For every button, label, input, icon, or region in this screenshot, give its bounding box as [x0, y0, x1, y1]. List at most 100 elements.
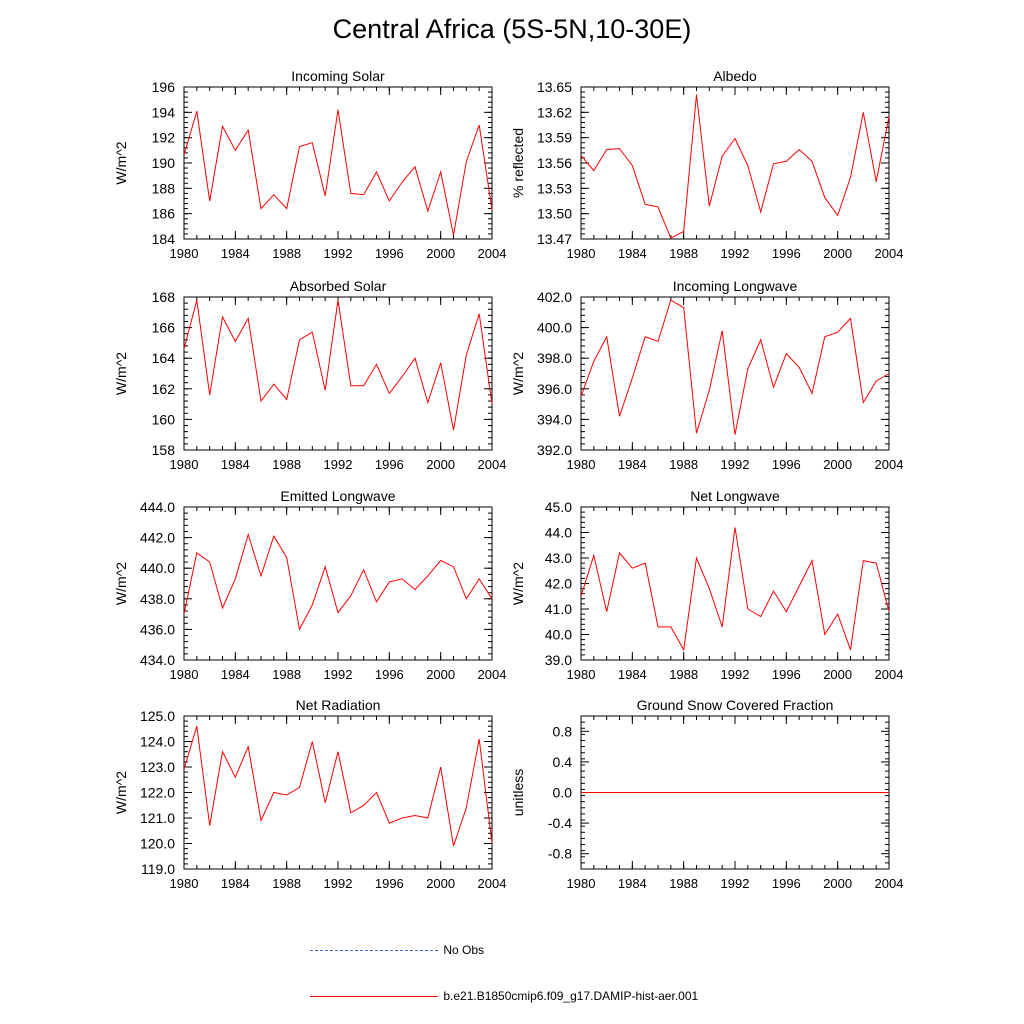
series-line: [580, 94, 890, 239]
y-axis-label: W/m^2: [113, 352, 129, 395]
y-tick-label: 184: [152, 231, 176, 247]
x-tick-label: 1992: [324, 876, 353, 891]
series-line: [183, 532, 493, 631]
y-tick-label: 42.0: [545, 576, 572, 592]
chart-panel: Net Longwave W/m^2 1980 1984 1988 1992 1996 200…: [510, 488, 903, 682]
chart-panel: Absorbed Solar W/m^2 1980 1984 1988 1992 1996 2…: [113, 278, 506, 472]
x-tick-label: 1980: [170, 667, 199, 682]
x-tick-label: 1988: [272, 457, 301, 472]
y-tick-label: 442.0: [140, 530, 175, 546]
y-tick-label: 392.0: [537, 442, 572, 458]
y-tick-label: 396.0: [537, 381, 572, 397]
x-tick-label: 2000: [823, 457, 852, 472]
x-tick-label: 1996: [375, 457, 404, 472]
series-line: [580, 527, 890, 652]
x-tick-label: 1980: [567, 876, 596, 891]
x-tick-label: 1984: [618, 876, 647, 891]
x-tick-label: 1984: [221, 876, 250, 891]
y-tick-label: 13.59: [537, 130, 572, 146]
x-tick-label: 2000: [426, 457, 455, 472]
legend-label-no-obs: No Obs: [443, 943, 485, 957]
y-tick-label: 13.65: [537, 79, 572, 95]
x-tick-label: 1984: [618, 457, 647, 472]
y-axis-label: W/m^2: [113, 562, 129, 605]
y-tick-label: -0.4: [548, 815, 572, 831]
y-tick-label: 440.0: [140, 560, 175, 576]
x-tick-label: 2000: [426, 876, 455, 891]
chart-panel: Albedo % reflected 1980 1984 1988 1992 1996 200…: [510, 68, 903, 261]
x-tick-label: 2004: [478, 667, 507, 682]
x-tick-label: 2004: [875, 246, 904, 261]
y-tick-label: 196: [152, 79, 176, 95]
y-axis-label: W/m^2: [510, 562, 526, 605]
plot-frame: [183, 506, 493, 661]
x-tick-label: 1984: [618, 667, 647, 682]
chart-panel: Emitted Longwave W/m^2 1980 1984 1988 1992 199…: [113, 488, 506, 682]
y-tick-label: 120.0: [140, 836, 175, 852]
plot-frame: [580, 86, 890, 240]
y-tick-label: 444.0: [140, 499, 175, 515]
y-tick-label: 119.0: [141, 861, 175, 877]
x-tick-label: 1996: [772, 667, 801, 682]
panel-title: Albedo: [713, 68, 757, 84]
x-tick-label: 1992: [324, 457, 353, 472]
x-tick-label: 1980: [170, 457, 199, 472]
y-tick-label: 434.0: [140, 652, 175, 668]
y-axis-label: % reflected: [510, 128, 526, 198]
y-tick-label: 121.0: [140, 810, 175, 826]
legend-item-model: b.e21.B1850cmip6.f09_g17.DAMIP-hist-aer.…: [310, 989, 698, 1003]
y-tick-label: 188: [152, 180, 176, 196]
y-tick-label: 162: [152, 381, 176, 397]
x-tick-label: 1984: [221, 667, 250, 682]
y-tick-label: 438.0: [140, 591, 175, 607]
x-tick-label: 1988: [272, 667, 301, 682]
y-tick-label: 186: [152, 206, 176, 222]
panel-title: Emitted Longwave: [280, 488, 395, 504]
y-axis-label: W/m^2: [510, 352, 526, 395]
legend-label-model: b.e21.B1850cmip6.f09_g17.DAMIP-hist-aer.…: [443, 989, 699, 1003]
legend-swatch-dashed: [310, 950, 438, 952]
x-tick-label: 2004: [875, 876, 904, 891]
panel-title: Incoming Longwave: [673, 278, 798, 294]
x-tick-label: 1992: [721, 667, 750, 682]
panel-title: Incoming Solar: [291, 68, 385, 84]
x-tick-label: 1988: [272, 876, 301, 891]
y-tick-label: 13.62: [537, 104, 572, 120]
x-tick-label: 1996: [772, 876, 801, 891]
x-tick-label: 1988: [669, 667, 698, 682]
y-tick-label: 45.0: [545, 499, 572, 515]
x-tick-label: 2000: [823, 667, 852, 682]
y-tick-label: 124.0: [140, 734, 175, 750]
y-tick-label: 0.0: [553, 785, 573, 801]
x-tick-label: 2004: [478, 457, 507, 472]
y-tick-label: 44.0: [545, 525, 572, 541]
x-tick-label: 2004: [875, 667, 904, 682]
x-tick-label: 2000: [426, 246, 455, 261]
x-tick-label: 2000: [823, 876, 852, 891]
y-axis-label: unitless: [510, 769, 526, 816]
plot-frame: [183, 296, 493, 451]
panel-title: Net Longwave: [690, 488, 780, 504]
figure-title: Central Africa (5S-5N,10-30E): [332, 14, 692, 44]
x-tick-label: 1984: [221, 246, 250, 261]
y-tick-label: 41.0: [545, 601, 572, 617]
x-tick-label: 1980: [567, 246, 596, 261]
y-tick-label: 40.0: [545, 627, 572, 643]
legend-swatch-solid: [310, 996, 438, 998]
y-tick-label: 123.0: [140, 759, 175, 775]
y-axis-label: W/m^2: [113, 141, 129, 184]
series-line: [580, 299, 890, 435]
x-tick-label: 1992: [324, 667, 353, 682]
y-tick-label: 194: [152, 104, 176, 120]
y-tick-label: -0.8: [548, 846, 572, 862]
y-tick-label: 402.0: [537, 289, 572, 305]
y-tick-label: 158: [152, 442, 176, 458]
y-tick-label: 0.8: [553, 723, 573, 739]
series-line: [183, 726, 493, 847]
x-tick-label: 1992: [721, 876, 750, 891]
x-tick-label: 2004: [875, 457, 904, 472]
y-tick-label: 436.0: [140, 621, 175, 637]
x-tick-label: 1988: [669, 246, 698, 261]
x-tick-label: 1992: [324, 246, 353, 261]
